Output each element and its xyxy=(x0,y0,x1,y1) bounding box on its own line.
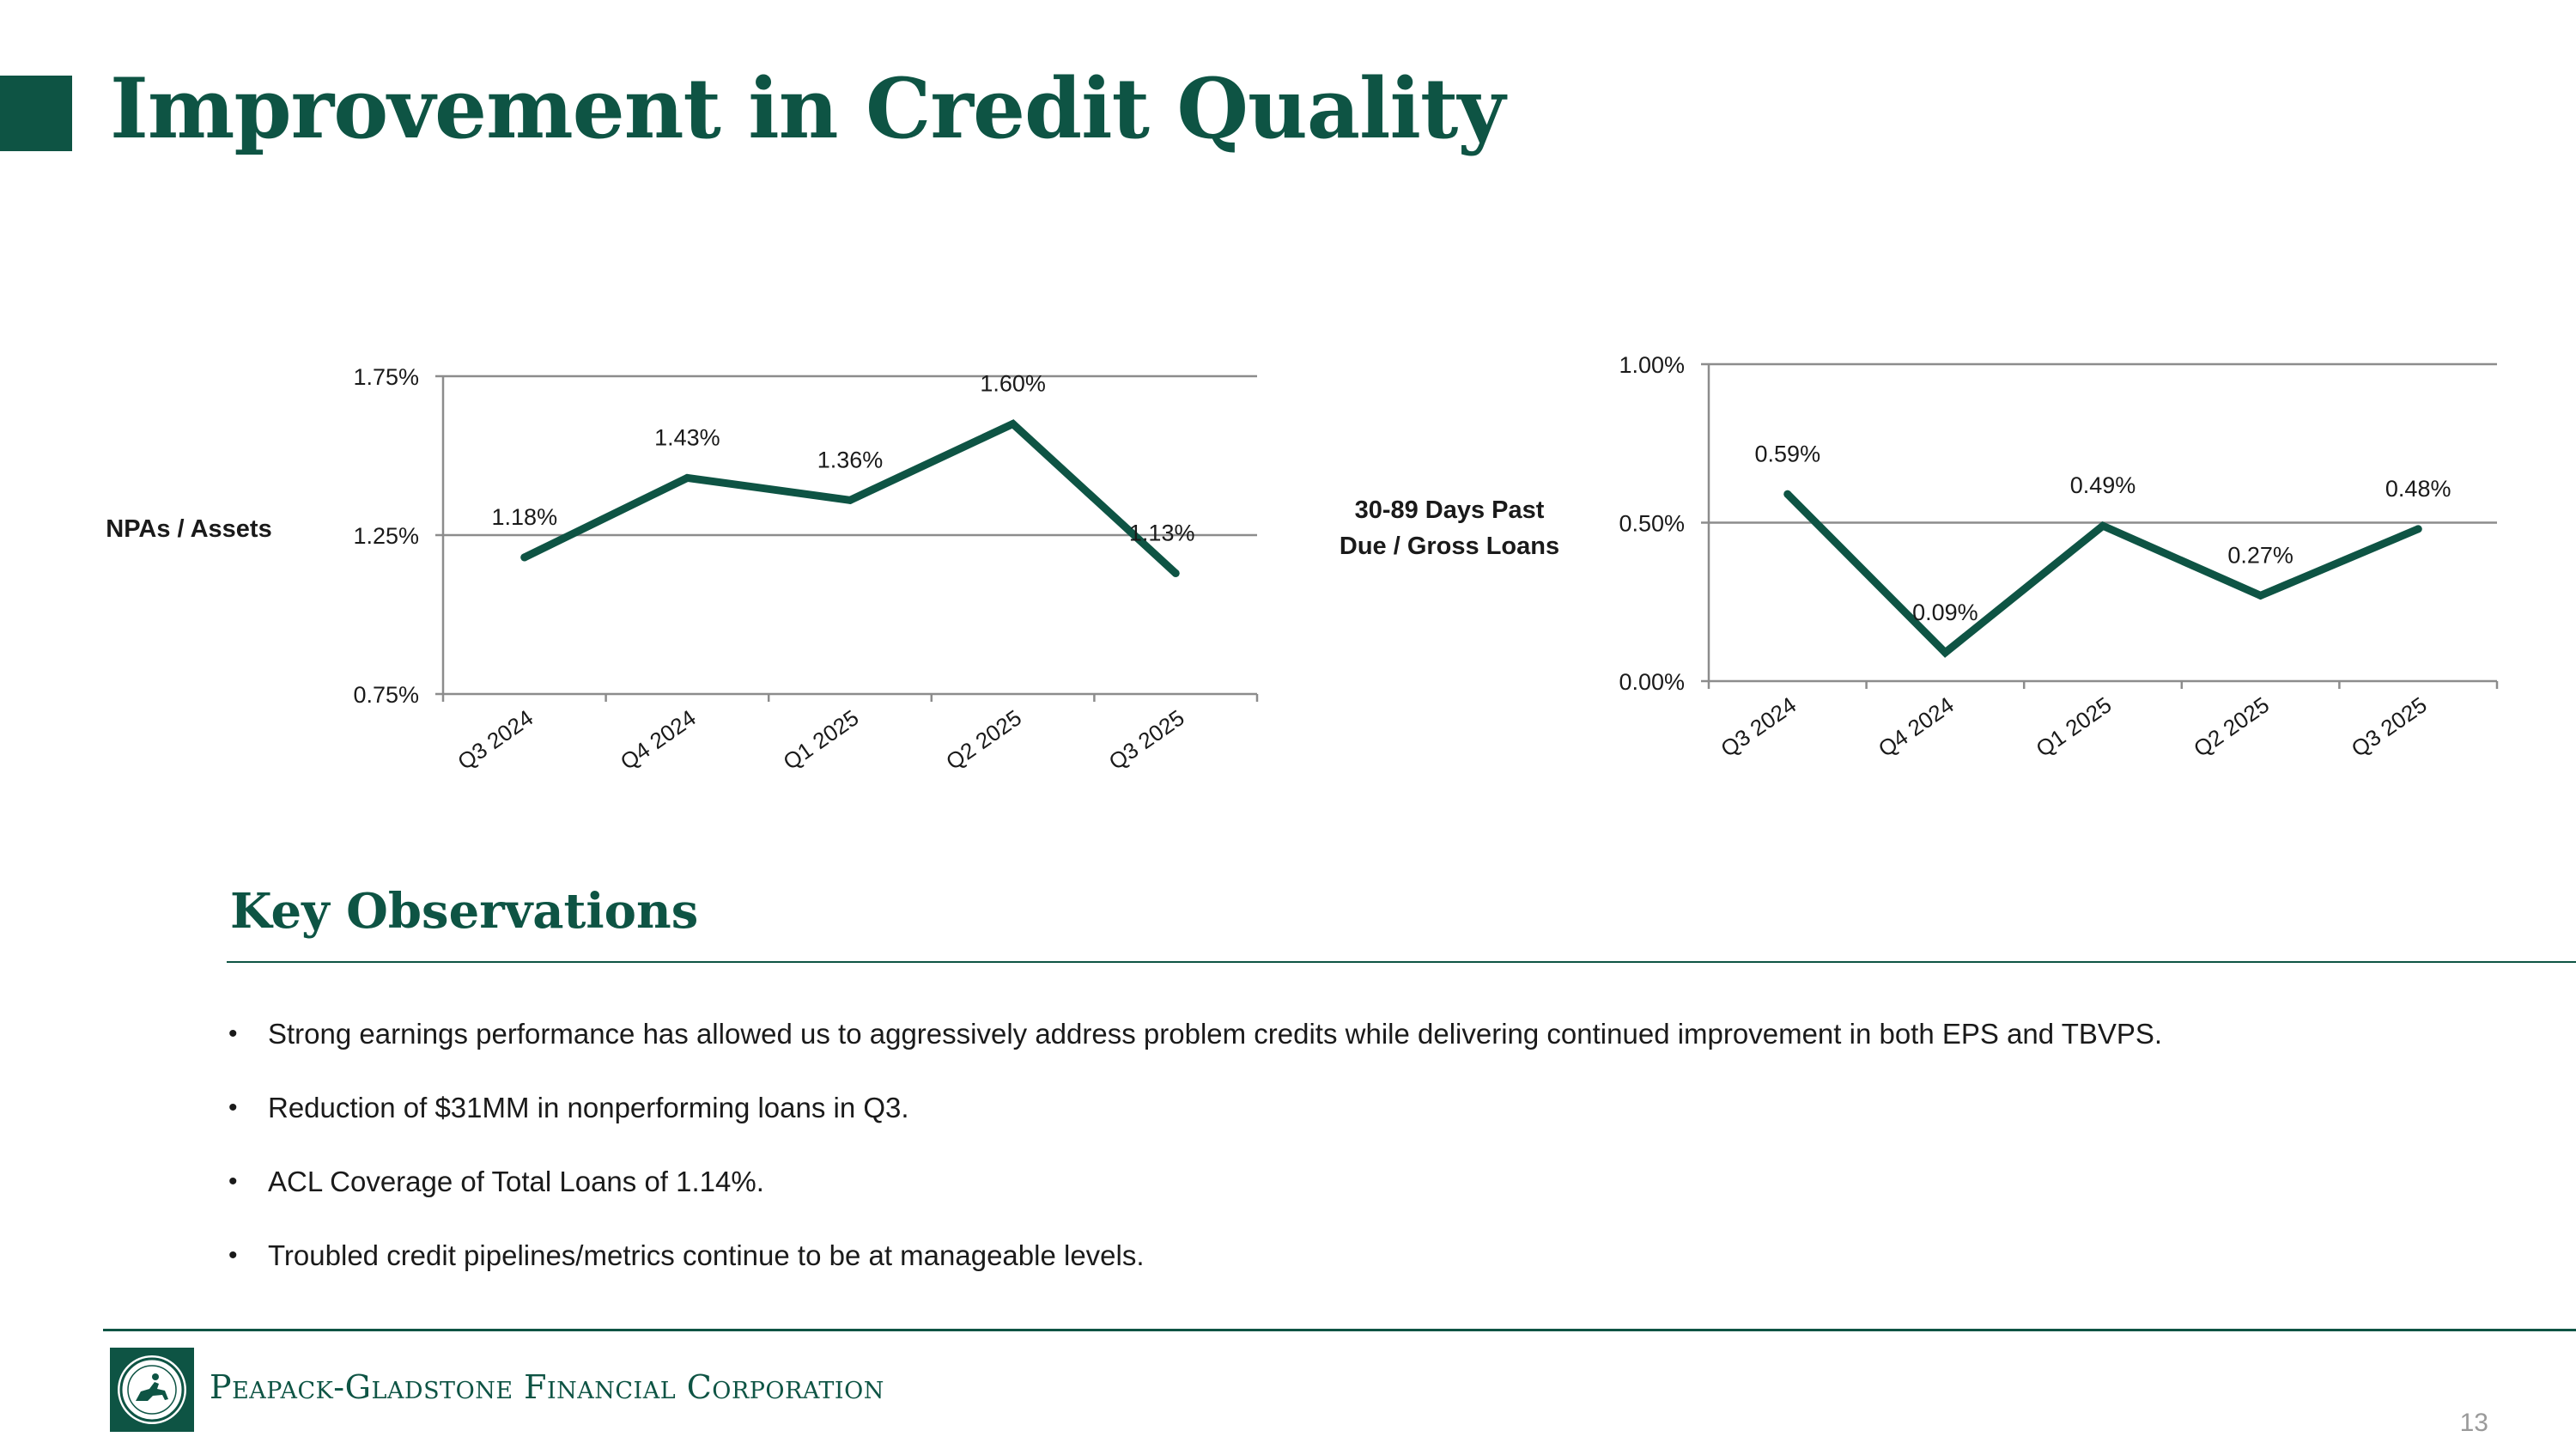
page-title: Improvement in Credit Quality xyxy=(110,60,1505,157)
data-point xyxy=(1783,490,1792,498)
data-point xyxy=(846,496,854,504)
data-label: 0.59% xyxy=(1755,441,1821,466)
y-tick-label: 0.75% xyxy=(353,682,419,708)
y-tick-label: 0.50% xyxy=(1619,511,1685,537)
observation-text: Troubled credit pipelines/metrics contin… xyxy=(268,1239,1145,1271)
observations-divider xyxy=(227,961,2576,963)
data-label: 1.60% xyxy=(980,371,1046,397)
observation-item: • Strong earnings performance has allowed… xyxy=(228,1014,2162,1087)
x-tick-label: Q2 2025 xyxy=(2189,691,2274,762)
x-tick-label: Q1 2025 xyxy=(2032,691,2117,762)
bullet-icon: • xyxy=(228,1020,238,1048)
data-label: 0.48% xyxy=(2385,476,2451,502)
series-title: Due / Gross Loans xyxy=(1340,533,1559,560)
observation-item: • Troubled credit pipelines/metrics conti… xyxy=(228,1235,2162,1309)
observation-text: ACL Coverage of Total Loans of 1.14%. xyxy=(268,1166,764,1197)
page-number: 13 xyxy=(2459,1409,2488,1437)
data-point xyxy=(2099,521,2107,530)
horse-and-rider-seal-icon xyxy=(110,1348,194,1432)
bullet-icon: • xyxy=(228,1093,238,1122)
data-point xyxy=(1009,420,1018,428)
observation-text: Reduction of $31MM in nonperforming loan… xyxy=(268,1092,909,1123)
past-due-chart: 0.00% 0.50% 1.00% Q3 2024 Q4 2024 Q1 2025 Q2 2… xyxy=(1340,352,2499,762)
series-title: NPAs / Assets xyxy=(106,515,271,543)
y-tick-label: 1.00% xyxy=(1619,352,1685,378)
data-label: 1.18% xyxy=(492,504,558,530)
x-tick-label: Q3 2024 xyxy=(1716,691,1801,762)
observations-list: • Strong earnings performance has allowed… xyxy=(228,1014,2162,1309)
bullet-icon: • xyxy=(228,1241,238,1269)
data-point xyxy=(683,473,691,482)
series-line xyxy=(1783,490,2422,658)
footer-divider xyxy=(103,1329,2576,1331)
data-label: 1.43% xyxy=(654,424,720,450)
series-title: 30-89 Days Past xyxy=(1355,496,1545,524)
bullet-icon: • xyxy=(228,1167,238,1196)
data-label: 0.09% xyxy=(1912,600,1978,625)
data-label: 1.36% xyxy=(817,447,884,472)
observation-item: • Reduction of $31MM in nonperforming loa… xyxy=(228,1087,2162,1161)
data-point xyxy=(520,553,529,562)
x-tick-label: Q3 2025 xyxy=(2347,691,2432,762)
observation-text: Strong earnings performance has allowed … xyxy=(268,1018,2163,1050)
data-point xyxy=(1941,648,1949,657)
data-label: 0.27% xyxy=(2227,542,2293,568)
data-label: 1.13% xyxy=(1129,520,1195,545)
observation-item: • ACL Coverage of Total Loans of 1.14%. xyxy=(228,1161,2162,1235)
key-observations-heading: Key Observations xyxy=(230,883,699,940)
data-point xyxy=(2414,525,2422,533)
title-accent-square xyxy=(0,76,72,151)
company-name: Peapack-Gladstone Financial Corporation xyxy=(210,1368,884,1406)
y-tick-label: 1.25% xyxy=(353,523,419,549)
data-label: 0.49% xyxy=(2070,472,2136,498)
x-tick-label: Q4 2024 xyxy=(1874,691,1959,762)
data-point xyxy=(1171,569,1180,577)
data-point xyxy=(2257,591,2265,600)
y-tick-label: 1.75% xyxy=(353,364,419,390)
y-tick-label: 0.00% xyxy=(1619,669,1685,695)
npas-assets-chart: 0.75%1.25%1.75%Q3 2024 Q4 2024 Q1 2025 Q2 2… xyxy=(106,364,1259,775)
